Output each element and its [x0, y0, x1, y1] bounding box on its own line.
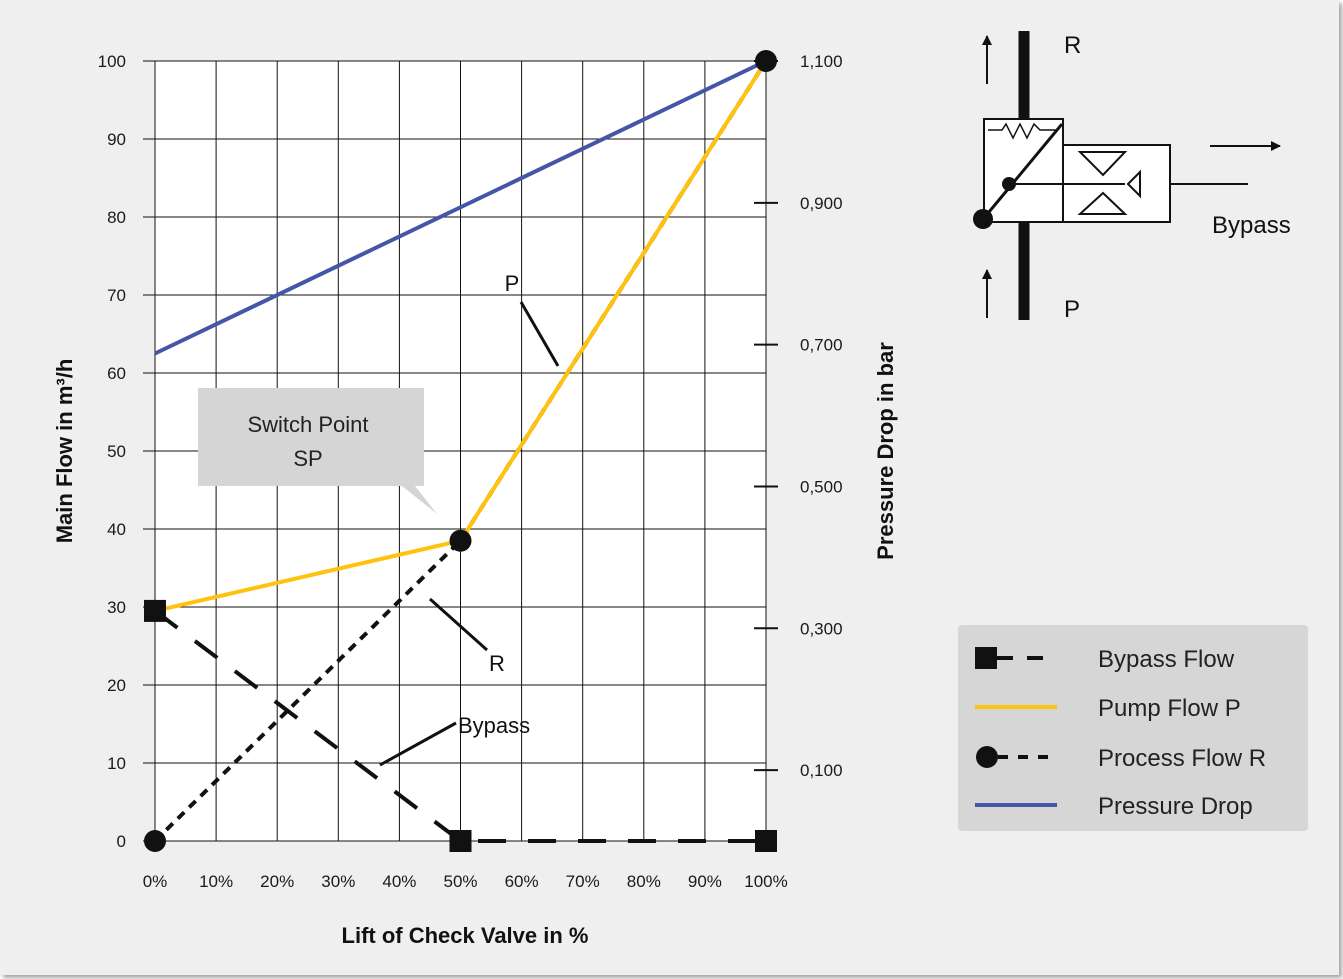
x-tick-label: 20% — [260, 872, 294, 891]
diagram-label-p: P — [1064, 296, 1080, 323]
spring-icon — [988, 122, 1056, 140]
y-tick-label: 50 — [107, 442, 126, 461]
x-tick-labels: 0% 10% 20% 30% 40% 50% 60% 70% 80% 90% 100% — [143, 872, 788, 891]
callout-line2: SP — [293, 446, 322, 471]
legend-label: Pressure Drop — [1098, 793, 1253, 820]
y2-tick-labels: 0,100 0,300 0,500 0,700 0,900 1,100 — [800, 52, 843, 780]
x-tick-label: 70% — [566, 872, 600, 891]
x-tick-label: 30% — [321, 872, 355, 891]
legend-label: Process Flow R — [1098, 745, 1266, 772]
callout-bubble — [198, 388, 437, 514]
data-point-bypass-flow — [755, 830, 777, 852]
x-tick-label: 40% — [382, 872, 416, 891]
legend-entry-process-flow: Process Flow R — [976, 745, 1266, 772]
valve-flap — [982, 123, 1064, 219]
y-tick-label: 10 — [107, 754, 126, 773]
legend-swatch-circle — [976, 746, 998, 768]
data-point-bypass-flow — [449, 830, 472, 852]
valve-diagram: R P Bypass — [973, 31, 1291, 323]
y-tick-label: 90 — [107, 130, 126, 149]
x-tick-label: 80% — [627, 872, 661, 891]
leader-p — [519, 301, 560, 367]
data-point-process-flow — [144, 830, 166, 852]
y2-tick-label: 0,300 — [800, 619, 843, 638]
y-tick-label: 60 — [107, 364, 126, 383]
legend-label: Bypass Flow — [1098, 646, 1235, 673]
y2-tick-label: 0,700 — [800, 336, 843, 355]
data-point-process-flow — [755, 50, 777, 72]
legend-entry-bypass-flow: Bypass Flow — [975, 646, 1235, 673]
orifice-icon — [1126, 169, 1141, 199]
x-axis-title: Lift of Check Valve in % — [342, 923, 589, 948]
y2-tick-label: 0,500 — [800, 477, 843, 496]
nozzle-icon — [1077, 151, 1128, 215]
y-tick-label: 40 — [107, 520, 126, 539]
x-tick-label: 50% — [443, 872, 477, 891]
x-tick-label: 100% — [744, 872, 787, 891]
x-tick-label: 10% — [199, 872, 233, 891]
y-tick-label: 30 — [107, 598, 126, 617]
y-tick-label: 0 — [117, 832, 126, 851]
y-tick-label: 80 — [107, 208, 126, 227]
leader-bypass — [379, 721, 457, 767]
annot-p: P — [505, 271, 520, 296]
legend: Bypass Flow Pump Flow P Process Flow R P… — [958, 625, 1308, 831]
annot-bypass: Bypass — [458, 713, 530, 738]
y-tick-label: 20 — [107, 676, 126, 695]
leader-r — [428, 597, 489, 652]
x-tick-label: 60% — [505, 872, 539, 891]
y-tick-label: 100 — [98, 52, 126, 71]
x-tick-label: 0% — [143, 872, 168, 891]
series-layer — [144, 50, 777, 852]
x-tick-label: 90% — [688, 872, 722, 891]
callout-line1: Switch Point — [247, 412, 368, 437]
legend-entry-pressure-drop: Pressure Drop — [975, 793, 1253, 820]
series-line-pressure-drop — [154, 59, 767, 356]
y2-axis-title: Pressure Drop in bar — [873, 342, 898, 560]
legend-box — [958, 625, 1308, 831]
switch-point-callout: Switch Point SP — [198, 388, 437, 514]
diagram-label-bypass: Bypass — [1212, 212, 1291, 239]
series-line-bypass-flow — [153, 609, 766, 843]
legend-label: Pump Flow P — [1098, 695, 1241, 722]
data-point-bypass-flow — [144, 599, 166, 622]
annot-r: R — [489, 651, 505, 676]
y-axis-title: Main Flow in m³/h — [52, 359, 77, 544]
y2-tick-label: 0,900 — [800, 194, 843, 213]
y-tick-label: 70 — [107, 286, 126, 305]
data-point-process-flow — [449, 529, 472, 552]
diagram-label-r: R — [1064, 32, 1081, 59]
valve-pivot — [973, 209, 993, 229]
y-tick-labels: 0 10 20 30 40 50 60 70 80 90 100 — [98, 52, 126, 851]
y2-tick-label: 0,100 — [800, 761, 843, 780]
legend-entry-pump-flow: Pump Flow P — [975, 695, 1241, 722]
legend-swatch-square — [975, 647, 997, 669]
y2-tick-label: 1,100 — [800, 52, 843, 71]
